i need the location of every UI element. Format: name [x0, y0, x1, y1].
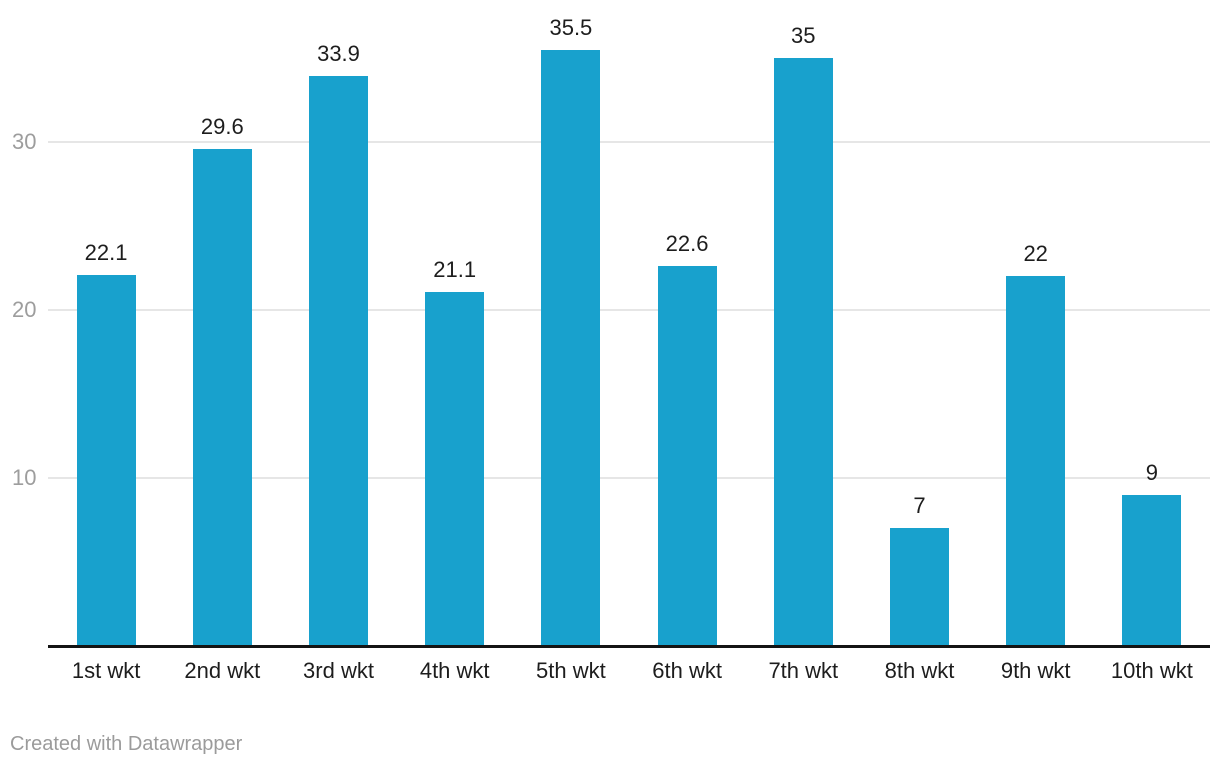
y-tick-label: 30: [12, 129, 37, 154]
bar[interactable]: [309, 76, 368, 646]
bar[interactable]: [773, 58, 833, 646]
bar[interactable]: [76, 274, 136, 646]
x-axis-category-label: 10th wkt: [1110, 658, 1193, 683]
bar[interactable]: [657, 266, 717, 646]
bar-value-label: 7: [913, 493, 926, 519]
gridline: [48, 141, 1210, 143]
bar[interactable]: [1006, 276, 1066, 646]
x-axis-category-label: 8th wkt: [884, 658, 955, 683]
x-axis-category-label: 6th wkt: [652, 658, 722, 683]
bar[interactable]: [192, 148, 252, 646]
y-tick-label: 20: [12, 297, 37, 322]
bar-value-label: 29.6: [200, 113, 244, 139]
datawrapper-attribution-link[interactable]: Created with Datawrapper: [10, 733, 243, 755]
bar-value-label: 9: [1145, 459, 1159, 485]
y-tick-label: 10: [12, 465, 37, 490]
bar[interactable]: [541, 49, 601, 646]
bar-value-label: 35: [791, 22, 816, 48]
x-axis-line: [48, 645, 1210, 648]
x-axis-category-label: 2nd wkt: [184, 658, 261, 683]
x-axis-category-label: 4th wkt: [419, 658, 490, 683]
bar-value-label: 22.6: [665, 231, 709, 257]
bar-value-label: 33.9: [317, 41, 360, 67]
bar[interactable]: [1122, 494, 1182, 646]
bar-value-label: 35.5: [549, 14, 593, 40]
x-axis-category-label: 9th wkt: [1000, 658, 1071, 683]
gridline: [48, 309, 1210, 311]
x-axis-category-label: 3rd wkt: [303, 658, 374, 683]
x-axis-category-label: 1st wkt: [71, 658, 141, 683]
bar-value-label: 21.1: [433, 256, 477, 282]
x-axis-category-label: 5th wkt: [536, 658, 606, 683]
x-axis-category-label: 7th wkt: [768, 658, 839, 683]
bar-value-label: 22.1: [84, 239, 128, 265]
bar[interactable]: [890, 528, 949, 646]
bar-value-label: 22: [1023, 241, 1048, 267]
gridline: [48, 477, 1210, 479]
bar[interactable]: [425, 291, 485, 646]
